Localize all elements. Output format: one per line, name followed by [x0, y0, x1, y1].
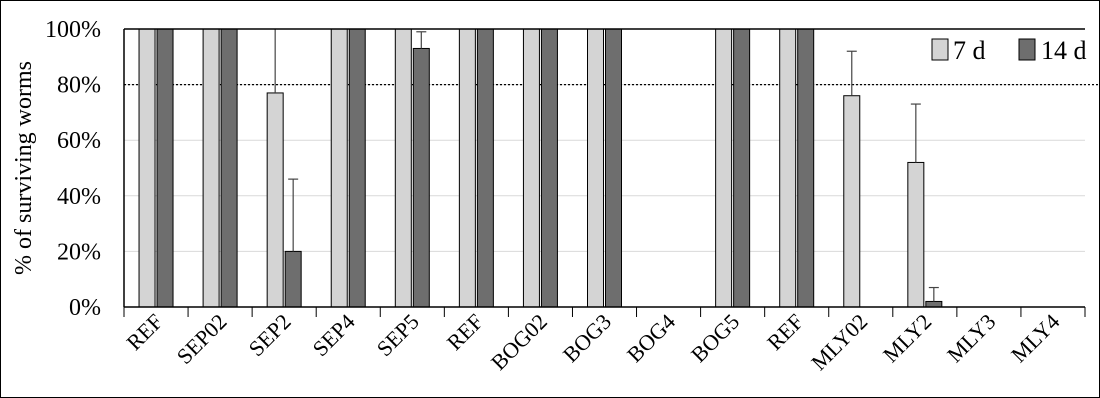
legend-label-7d: 7 d [953, 36, 986, 65]
y-tick-label: 100% [45, 17, 101, 43]
legend-label-14d: 14 d [1041, 36, 1087, 65]
bar-14d [733, 28, 751, 308]
bar-7d [907, 161, 925, 308]
bar-14d [412, 47, 430, 308]
x-tick-label: SEP5 [372, 309, 424, 361]
legend-swatch-7d [931, 38, 949, 61]
x-tick-label: MLY4 [1006, 309, 1064, 367]
y-tick-label: 80% [57, 73, 101, 99]
x-tick-label: REF [442, 309, 488, 355]
x-tick-label: MLY3 [942, 309, 1000, 367]
x-tick-label: BOG5 [686, 309, 744, 367]
bars [138, 28, 943, 308]
bar-7d [715, 28, 733, 308]
legend: 7 d 14 d [931, 36, 1087, 65]
x-tick-label: BOG3 [558, 309, 616, 367]
y-tick-labels: 0% 20% 40% 60% 80% 100% [45, 17, 101, 321]
bar-14d [540, 28, 558, 308]
y-tick-label: 20% [57, 239, 101, 265]
x-tick-label: SEP02 [172, 309, 232, 369]
bar-7d [587, 28, 604, 308]
x-tick-label: BOG02 [486, 309, 552, 375]
bar-14d [797, 28, 815, 308]
bar-7d [202, 28, 220, 308]
y-tick-label: 40% [57, 184, 101, 210]
y-tick-label: 60% [57, 128, 101, 154]
x-tick-label: REF [762, 309, 808, 355]
error-bars [274, 29, 939, 302]
x-tick-label: SEP2 [243, 309, 295, 361]
bar-7d [458, 28, 476, 308]
y-tick-label: 0% [69, 295, 101, 321]
x-tick-label: MLY02 [806, 309, 872, 375]
bar-14d [156, 28, 174, 308]
bar-7d [522, 28, 540, 308]
bar-14d [925, 300, 943, 308]
bar-14d [348, 28, 366, 308]
y-axis-title: % of surviving worms [11, 61, 37, 275]
x-tick-label: REF [121, 309, 167, 355]
bar-7d [779, 28, 797, 308]
x-tick-label: SEP4 [307, 309, 359, 361]
x-tick-label: MLY2 [878, 309, 936, 367]
bar-14d [284, 250, 302, 308]
axes [123, 28, 1086, 317]
bar-14d [220, 28, 238, 308]
legend-swatch-14d [1018, 38, 1036, 61]
x-tick-label: BOG4 [622, 309, 680, 367]
bar-14d [476, 28, 494, 308]
bar-7d [330, 28, 348, 308]
bar-14d [605, 28, 622, 308]
bar-7d [266, 92, 284, 308]
bar-7d [138, 28, 156, 308]
bar-7d [394, 28, 412, 308]
bar-7d [843, 95, 861, 308]
